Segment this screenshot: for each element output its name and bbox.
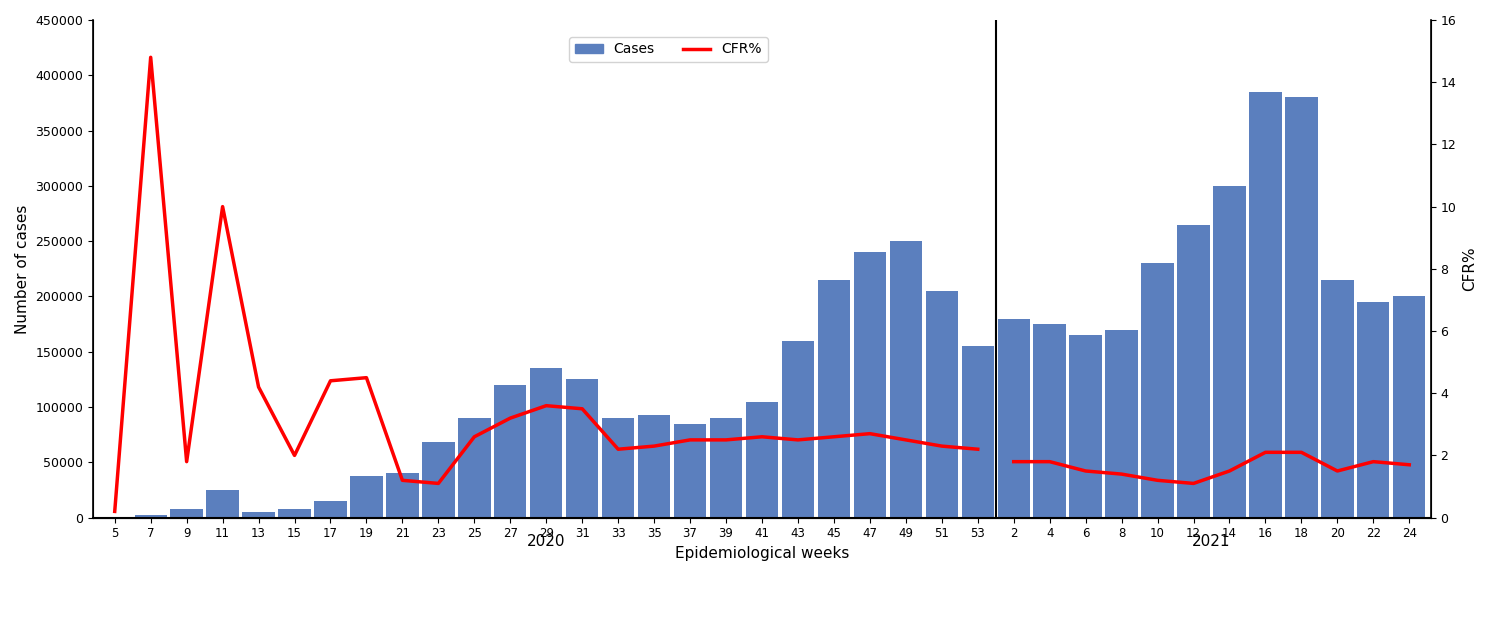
Bar (315, 501, 346, 518)
Bar (925, 291, 958, 518)
Y-axis label: CFR%: CFR% (1462, 247, 1477, 291)
Bar (746, 401, 779, 518)
Bar (1070, 335, 1101, 518)
Bar (1322, 280, 1353, 518)
Bar (170, 509, 203, 518)
Bar (351, 476, 382, 518)
Bar (1106, 330, 1138, 518)
Bar (206, 490, 239, 518)
Bar (1213, 186, 1246, 518)
Bar (853, 252, 886, 518)
X-axis label: Epidemiological weeks: Epidemiological weeks (674, 546, 849, 561)
Bar (782, 341, 815, 518)
Bar (889, 241, 922, 518)
Bar (998, 319, 1029, 518)
Legend: Cases, CFR%: Cases, CFR% (570, 37, 767, 62)
Bar (458, 418, 491, 518)
Bar (134, 515, 167, 518)
Bar (1249, 92, 1282, 518)
Bar (601, 418, 634, 518)
Bar (639, 415, 670, 518)
Bar (565, 379, 598, 518)
Bar (530, 368, 562, 518)
Bar (1141, 264, 1174, 518)
Bar (710, 418, 742, 518)
Bar (279, 509, 310, 518)
Y-axis label: Number of cases: Number of cases (15, 204, 30, 334)
Bar (386, 473, 419, 518)
Bar (674, 424, 706, 518)
Bar (961, 346, 994, 518)
Bar (1358, 302, 1389, 518)
Text: 2020: 2020 (527, 534, 565, 549)
Bar (494, 385, 527, 518)
Bar (1394, 297, 1425, 518)
Text: 2021: 2021 (1192, 534, 1231, 549)
Bar (422, 443, 455, 518)
Bar (1034, 324, 1065, 518)
Bar (242, 512, 275, 518)
Bar (1177, 225, 1210, 518)
Bar (1285, 98, 1317, 518)
Bar (818, 280, 850, 518)
